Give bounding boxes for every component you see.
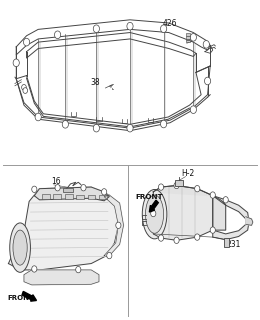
Polygon shape [153, 186, 213, 240]
Circle shape [151, 210, 156, 217]
Circle shape [203, 41, 209, 48]
Polygon shape [213, 196, 249, 240]
Circle shape [62, 121, 68, 128]
Polygon shape [24, 270, 99, 285]
Circle shape [23, 88, 28, 93]
Ellipse shape [142, 189, 167, 239]
Circle shape [32, 186, 37, 193]
Ellipse shape [146, 195, 164, 233]
Circle shape [32, 266, 37, 272]
Bar [63, 188, 73, 192]
Bar [186, 40, 190, 42]
Circle shape [160, 120, 167, 128]
Circle shape [204, 77, 211, 85]
Text: FRONT: FRONT [7, 294, 34, 300]
Circle shape [127, 22, 133, 30]
Circle shape [55, 185, 60, 191]
Circle shape [81, 185, 86, 191]
Text: 426: 426 [162, 19, 177, 28]
Bar [186, 36, 190, 39]
Text: H-2: H-2 [182, 169, 195, 178]
Circle shape [195, 186, 200, 192]
Circle shape [116, 222, 121, 228]
Polygon shape [246, 217, 253, 225]
Circle shape [158, 184, 164, 190]
Circle shape [223, 197, 228, 203]
Circle shape [55, 31, 61, 39]
FancyArrow shape [22, 292, 36, 301]
Circle shape [160, 25, 167, 33]
Ellipse shape [10, 223, 30, 272]
Circle shape [210, 227, 215, 233]
Bar [99, 195, 107, 199]
Circle shape [190, 106, 197, 114]
Polygon shape [104, 195, 124, 257]
Circle shape [35, 113, 41, 121]
Circle shape [13, 59, 19, 67]
Bar [76, 195, 84, 199]
Circle shape [190, 34, 197, 41]
Bar [224, 238, 229, 247]
Polygon shape [34, 187, 109, 201]
Circle shape [93, 25, 100, 33]
Text: 16: 16 [51, 177, 61, 186]
Polygon shape [153, 186, 226, 230]
Bar [175, 180, 183, 186]
Bar [54, 194, 61, 199]
Circle shape [127, 124, 133, 132]
Polygon shape [9, 187, 118, 270]
Circle shape [174, 237, 179, 244]
Bar [186, 33, 190, 36]
Ellipse shape [13, 230, 27, 265]
FancyArrow shape [150, 200, 158, 212]
Bar [65, 195, 73, 199]
Circle shape [107, 252, 112, 259]
Bar [88, 195, 95, 199]
Circle shape [158, 235, 164, 241]
Text: FRONT: FRONT [135, 194, 162, 200]
Circle shape [195, 234, 200, 240]
Text: 38: 38 [90, 78, 100, 87]
Circle shape [210, 192, 215, 198]
Circle shape [22, 84, 26, 90]
Circle shape [174, 182, 179, 189]
Circle shape [102, 189, 107, 195]
Circle shape [23, 38, 30, 46]
Bar [42, 194, 50, 199]
Text: 231: 231 [227, 240, 241, 249]
Circle shape [93, 124, 100, 132]
Circle shape [76, 267, 81, 273]
